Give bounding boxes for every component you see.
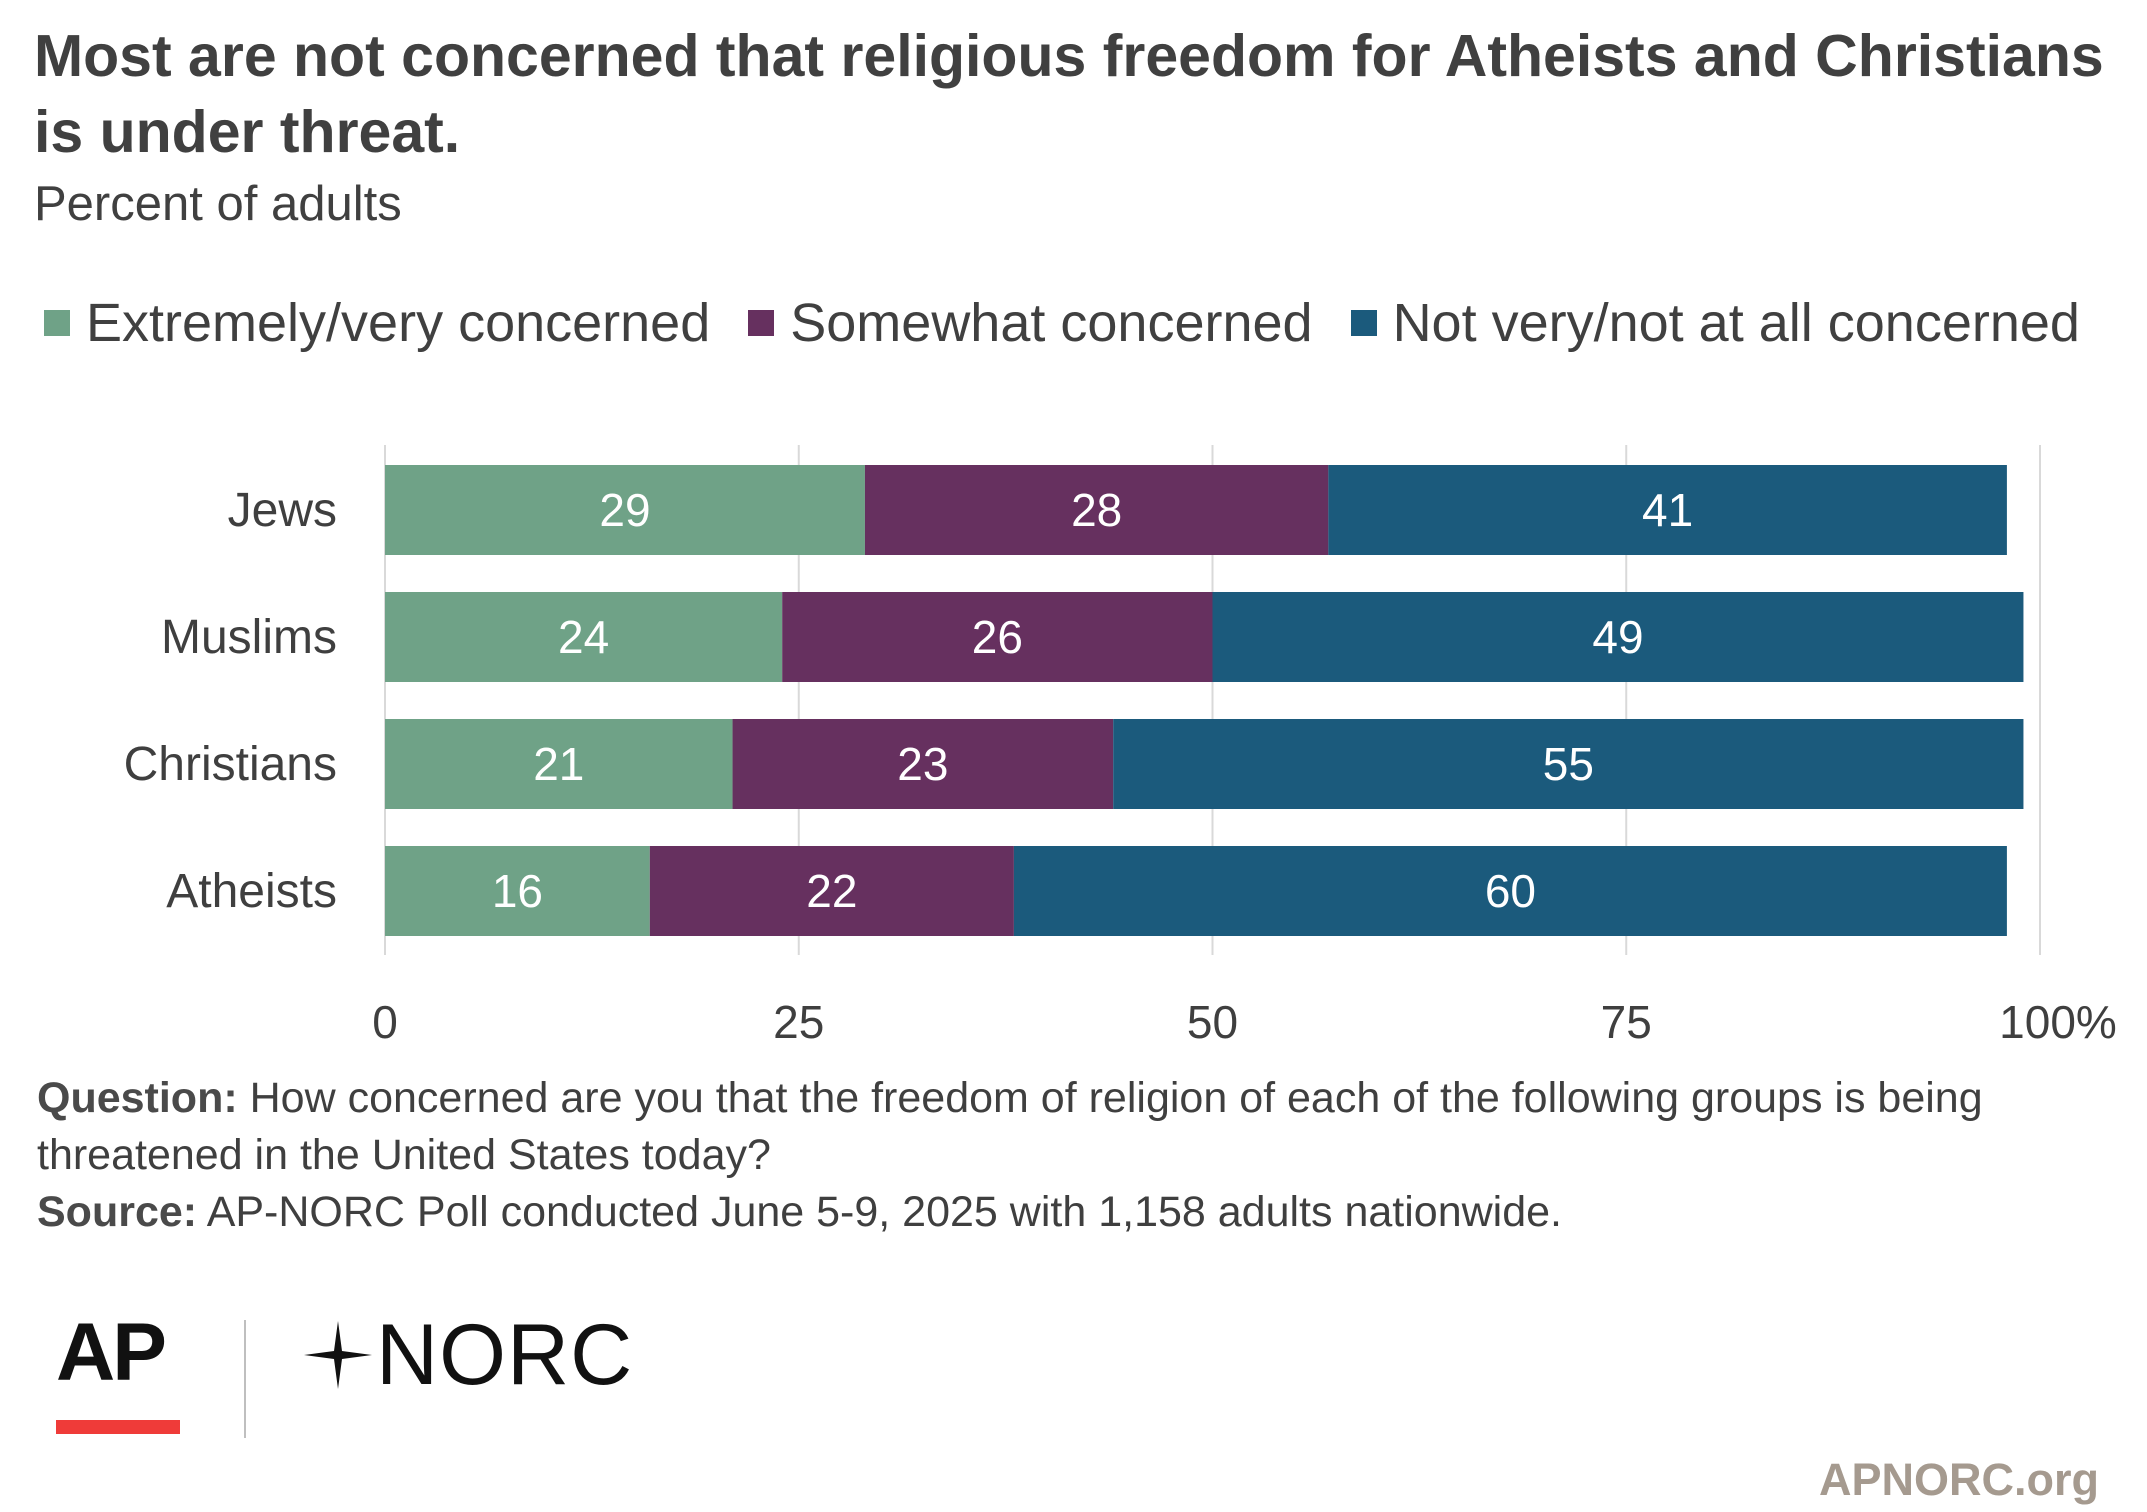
norc-logo: NORC bbox=[300, 1312, 633, 1398]
stacked-bar-chart: 0 25 50 75 100% Jews 29 28 41 Muslims 24 26 49 Christ… bbox=[124, 445, 2117, 1048]
source-note: Source: AP-NORC Poll conducted June 5-9,… bbox=[37, 1184, 2097, 1241]
legend-swatch-blue bbox=[1350, 310, 1377, 336]
question-text: How concerned are you that the freedom o… bbox=[37, 1074, 1983, 1179]
category-label: Jews bbox=[228, 484, 337, 537]
legend-label: Not very/not at all concerned bbox=[1392, 293, 2080, 353]
category-label: Muslims bbox=[161, 611, 337, 664]
norc-logo-text: NORC bbox=[376, 1307, 634, 1403]
ap-logo-underline bbox=[56, 1420, 180, 1434]
source-text: AP-NORC Poll conducted June 5-9, 2025 wi… bbox=[206, 1188, 1562, 1236]
bar-segment bbox=[1013, 846, 2007, 936]
bar-segment bbox=[385, 465, 865, 555]
bar-segment bbox=[649, 846, 1014, 936]
legend-item-somewhat: Somewhat concerned bbox=[748, 292, 1313, 354]
source-label: Source: bbox=[37, 1188, 198, 1236]
category-label: Atheists bbox=[166, 865, 337, 918]
ap-logo: AP bbox=[56, 1307, 167, 1398]
legend-swatch-purple bbox=[748, 310, 775, 336]
data-label: 21 bbox=[533, 738, 584, 790]
bar-segment bbox=[385, 719, 733, 809]
bar-segment bbox=[385, 592, 783, 682]
x-tick-label: 100% bbox=[1999, 996, 2117, 1048]
x-tick-label: 50 bbox=[1187, 996, 1238, 1048]
x-tick-label: 75 bbox=[1601, 996, 1652, 1048]
bar-segment bbox=[1328, 465, 2007, 555]
legend-item-not-very: Not very/not at all concerned bbox=[1350, 292, 2080, 354]
data-label: 49 bbox=[1592, 611, 1643, 663]
chart-subtitle: Percent of adults bbox=[34, 177, 402, 231]
data-label: 16 bbox=[492, 865, 543, 917]
x-tick-label: 0 bbox=[372, 996, 398, 1048]
data-label: 22 bbox=[806, 865, 857, 917]
question-note: Question: How concerned are you that the… bbox=[37, 1070, 2097, 1184]
data-label: 55 bbox=[1543, 738, 1594, 790]
data-label: 41 bbox=[1642, 484, 1693, 536]
chart-legend: Extremely/very concerned Somewhat concer… bbox=[44, 292, 2080, 354]
legend-label: Extremely/very concerned bbox=[86, 293, 711, 353]
data-label: 24 bbox=[558, 611, 609, 663]
bar-segment bbox=[1212, 592, 2024, 682]
legend-swatch-green bbox=[44, 310, 70, 336]
data-label: 29 bbox=[599, 484, 650, 536]
data-label: 26 bbox=[972, 611, 1023, 663]
legend-label: Somewhat concerned bbox=[790, 293, 1313, 353]
question-label: Question: bbox=[37, 1074, 238, 1122]
bar-segment bbox=[385, 846, 650, 936]
bar-segment bbox=[732, 719, 1114, 809]
site-url: APNORC.org bbox=[1819, 1454, 2099, 1505]
data-label: 28 bbox=[1071, 484, 1122, 536]
bar-segment bbox=[782, 592, 1213, 682]
legend-item-extremely-very: Extremely/very concerned bbox=[44, 292, 710, 354]
data-label: 23 bbox=[897, 738, 948, 790]
norc-star-icon bbox=[304, 1321, 372, 1389]
category-label: Christians bbox=[124, 738, 337, 791]
x-tick-label: 25 bbox=[773, 996, 824, 1048]
logo-divider bbox=[244, 1320, 246, 1438]
bar-segment bbox=[1113, 719, 2024, 809]
chart-notes: Question: How concerned are you that the… bbox=[37, 1070, 2097, 1241]
bar-segment bbox=[864, 465, 1329, 555]
chart-title: Most are not concerned that religious fr… bbox=[34, 23, 2104, 165]
data-label: 60 bbox=[1485, 865, 1536, 917]
